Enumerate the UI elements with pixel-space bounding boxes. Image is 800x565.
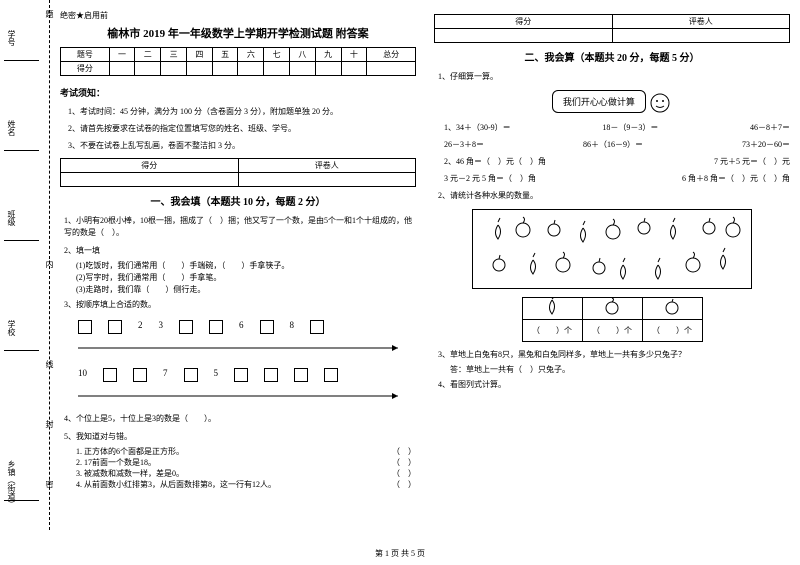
secret-label: 绝密★启用前 [60, 10, 416, 21]
exam-title: 榆林市 2019 年一年级数学上学期开学检测试题 附答案 [60, 25, 416, 41]
binding-margin: 学号 姓名 班级 学校 乡镇（街道） 题 内 线 封 密 [0, 0, 50, 530]
sh-1: 一 [109, 48, 135, 62]
s1-q2-2: (2)写字时，我们通常用（ ）手拿笔。 [76, 272, 416, 284]
dash-3: 封 [44, 420, 55, 428]
dash-4: 密 [44, 480, 55, 488]
sh-4: 四 [186, 48, 212, 62]
bind-lbl-3: 学校 [6, 320, 17, 336]
instr-3: 3、不要在试卷上乱写乱画，卷面不整洁扣 3 分。 [68, 140, 416, 151]
s1-q4: 4、个位上是5，十位上是3的数是（ ）。 [64, 413, 416, 425]
fruit-count-table: （ ）个 （ ）个 （ ）个 [522, 297, 703, 342]
eq-4-1: 3 元－2 元 5 角＝（ ）角 [444, 173, 536, 184]
s2-q2: 2、请统计各种水果的数量。 [438, 190, 790, 202]
sh-0: 题号 [61, 48, 110, 62]
nl2-3: 7 [163, 368, 168, 382]
section2-heading: 二、我会算（本题共 20 分，每题 5 分） [434, 49, 790, 64]
s1-q2-1: (1)吃饭时，我们通常用（ ）手端碗，（ ）手拿筷子。 [76, 260, 416, 272]
number-line-1: 2 3 6 8 [68, 318, 408, 358]
s1-q5-1: 1. 正方体的6个面都是正方形。 [76, 446, 184, 457]
fruit-illustration [472, 209, 752, 289]
eq-3-1: 2、46 角＝（ ）元（ ）角 [444, 156, 546, 167]
sh-8: 八 [290, 48, 316, 62]
nl2-5: 5 [214, 368, 219, 382]
sh-3: 三 [161, 48, 187, 62]
mini-score-table: 得分 评卷人 [60, 158, 416, 187]
page-footer: 第 1 页 共 5 页 [0, 548, 800, 559]
eq-2-3: 73＋20－60＝ [742, 139, 790, 150]
left-column: 绝密★启用前 榆林市 2019 年一年级数学上学期开学检测试题 附答案 题号 一… [60, 10, 416, 540]
s1-q5-3: 3. 被减数和减数一样，差是0。 [76, 468, 184, 479]
number-line-2: 10 7 5 [68, 366, 408, 406]
instructions-heading: 考试须知： [60, 86, 416, 99]
s2-q4: 4、看图列式计算。 [438, 379, 790, 391]
sh-10: 十 [341, 48, 367, 62]
sh-9: 九 [315, 48, 341, 62]
eq-2-2: 86＋（16－9）＝ [583, 139, 643, 150]
bind-lbl-1: 姓名 [6, 120, 17, 136]
sh-7: 七 [264, 48, 290, 62]
s1-q2-3: (3)走路时，我们靠（ ）侧行走。 [76, 284, 416, 296]
s2-q1: 1、仔细算一算。 [438, 71, 790, 83]
eq-4-2: 6 角＋8 角＝（ ）元（ ）角 [682, 173, 790, 184]
eq-1-3: 46－8＋7＝ [750, 122, 790, 133]
nl2-0: 10 [78, 368, 87, 382]
dash-1: 内 [44, 260, 55, 268]
instr-1: 1、考试时间：45 分钟，满分为 100 分（含卷面分 3 分），附加题单独 2… [68, 106, 416, 117]
s1-q5-2: 2. 17前面一个数是18。 [76, 457, 156, 468]
dash-0: 题 [44, 10, 55, 18]
nl1-2: 2 [138, 320, 143, 334]
nl1-8: 8 [290, 320, 295, 334]
mini2-0: 得分 [435, 15, 613, 29]
fruit-apple-icon [642, 297, 702, 319]
eq-3-2: 7 元＋5 元＝（ ）元 [714, 156, 790, 167]
s1-q5: 5、我知道对与错。 [64, 431, 416, 443]
eq-1-2: 18－（9－3）＝ [602, 122, 658, 133]
s2-q3-ans: 答：草地上一共有（ ）只兔子。 [450, 364, 790, 376]
page-content: 绝密★启用前 榆林市 2019 年一年级数学上学期开学检测试题 附答案 题号 一… [60, 10, 790, 540]
mini2-1: 评卷人 [612, 15, 790, 29]
face-icon [648, 91, 672, 115]
fc-2: （ ）个 [582, 319, 642, 341]
nl1-3: 3 [159, 320, 164, 334]
sr-label: 得分 [61, 62, 110, 76]
eq-1-1: 1、34＋（30-9）＝ [444, 122, 511, 133]
nl1-6: 6 [239, 320, 244, 334]
bind-lbl-0: 学号 [6, 30, 17, 46]
fruit-pear-icon [522, 297, 582, 319]
calc-bubble: 我们开心心做计算 [552, 90, 646, 113]
sh-11: 总分 [367, 48, 416, 62]
eq-2-1: 26－3＋8＝ [444, 139, 484, 150]
fc-1: （ ）个 [522, 319, 582, 341]
fruit-peach-icon [582, 297, 642, 319]
section1-heading: 一、我会填（本题共 10 分，每题 2 分） [60, 193, 416, 208]
fc-3: （ ）个 [642, 319, 702, 341]
sh-5: 五 [212, 48, 238, 62]
mini-1: 评卷人 [238, 159, 416, 173]
s1-q2: 2、填一填 [64, 245, 416, 257]
s1-q1: 1、小明有20根小棒，10根一捆，捆成了（ ）捆；他又写了一个数，是由5个一和1… [64, 215, 416, 239]
score-table: 题号 一 二 三 四 五 六 七 八 九 十 总分 得分 [60, 47, 416, 76]
dash-2: 线 [44, 360, 55, 368]
bind-lbl-2: 班级 [6, 210, 17, 226]
mini-score-table-2: 得分 评卷人 [434, 14, 790, 43]
s1-q5-4: 4. 从前面数小红排第3，从后面数排第8，这一行有12人。 [76, 479, 276, 490]
sh-6: 六 [238, 48, 264, 62]
s2-q3: 3、草地上白兔有8只，黑兔和白兔同样多，草地上一共有多少只兔子？ [438, 349, 790, 361]
mini-0: 得分 [61, 159, 239, 173]
right-column: 得分 评卷人 二、我会算（本题共 20 分，每题 5 分） 1、仔细算一算。 我… [434, 10, 790, 540]
instr-2: 2、请首先按要求在试卷的指定位置填写您的姓名、班级、学号。 [68, 123, 416, 134]
sh-2: 二 [135, 48, 161, 62]
s1-q3: 3、按顺序填上合适的数。 [64, 299, 416, 311]
